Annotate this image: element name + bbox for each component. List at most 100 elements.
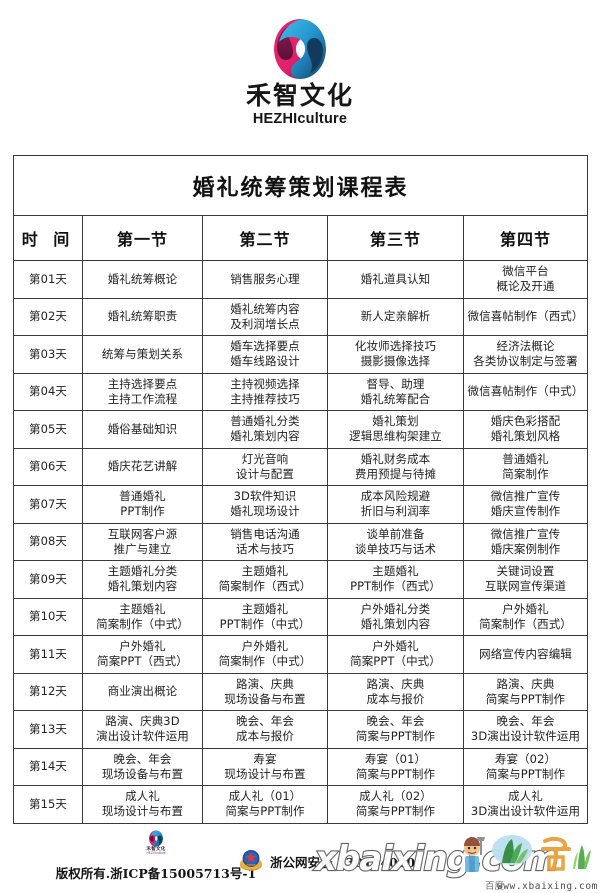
cell-line: 户外婚礼分类 [360,601,431,616]
cell-line: PPT制作（西式） [350,579,441,594]
cell-line: 主持推荐技巧 [230,391,300,406]
brand-name-en: HEZHIculture [252,110,348,127]
session-1-cell: 婚俗基础知识 [82,410,203,449]
session-2-cell: 主题婚礼 PPT制作（中式） [202,597,328,636]
session-3-cell: 户外婚礼分类 婚礼策划内容 [327,597,464,636]
copyright-notice[interactable]: 版权所有.浙ICP备15005713号-1 [55,865,257,881]
cell-line: 经济法概论 [496,339,555,354]
column-header-session-3: 第三节 [327,215,464,261]
hezhi-culture-logo-small-icon [148,830,164,847]
cell-line: 婚礼统筹内容 [230,301,300,316]
cell-line: 商业演出概论 [107,684,178,699]
cell-line: 微信推广宣传 [490,489,561,504]
cell-line: 婚礼策划风格 [490,429,561,444]
day-label: 第08天 [13,522,83,561]
cell-line: 简案PPT（西式） [97,654,188,669]
cell-line: 路演、庆典 [496,676,555,691]
cell-line: 话术与技巧 [236,541,294,556]
table-row: 第07天 普通婚礼 PPT制作 3D软件知识 婚礼现场设计 成本风险规避 折旧与利润率 微信推… [13,485,588,524]
column-header-time: 时 间 [13,215,83,261]
session-3-cell: 户外婚礼 简案PPT（中式） [327,635,464,674]
day-label: 第07天 [13,485,83,524]
cell-line: 寿宴 [253,751,277,766]
cell-line: 婚礼策划内容 [107,579,178,594]
session-1-cell: 统筹与策划关系 [82,335,203,374]
session-4-cell: 户外婚礼 简案制作（西式） [463,597,588,636]
cell-line: PPT制作 [120,504,165,519]
cell-line: 互联网客户源 [107,526,178,541]
cell-line: 婚礼策划 [372,414,419,429]
cell-line: 现场设备与布置 [224,691,306,706]
cell-line: 路演、庆典 [236,676,294,691]
day-label: 第11天 [13,635,83,674]
cell-line: 销售服务心理 [230,271,300,286]
hezhi-culture-logo-icon [274,19,326,79]
cell-line: 婚礼统筹职责 [107,309,178,324]
session-4-cell: 成人礼 3D演出设计软件运用 [463,785,588,824]
cell-line: PPT制作（中式） [219,616,311,631]
session-3-cell: 成人礼（02） 简案与PPT制作 [327,785,464,824]
cell-line: 婚礼财务成本 [360,451,431,466]
cell-line: 婚车线路设计 [230,354,300,369]
session-3-cell: 寿宴（01） 简案与PPT制作 [327,747,464,786]
session-1-cell: 婚礼统筹职责 [82,297,203,336]
cell-line: 摄影摄像选择 [360,354,431,369]
day-label: 第05天 [13,410,83,449]
footer-copyright-block: 禾智文化 HEZHIculture 版权所有.浙ICP备15005713号-1 [36,830,276,882]
cell-line: 简案制作（中式） [96,616,189,631]
day-label: 第09天 [13,560,83,599]
cell-line: 关键词设置 [496,564,555,579]
cell-line: 婚庆色彩搭配 [490,414,561,429]
cell-line: 婚礼道具认知 [360,271,431,286]
table-row: 第14天 晚会、年会 现场设备与布置 寿宴 现场设计与布置 寿宴（01） 简案与PPT制作寿… [13,747,588,786]
session-4-cell: 微信喜帖制作（中式） [463,372,588,411]
cell-line: 折旧与利润率 [360,504,431,519]
cell-line: 寿宴（01） [364,751,427,766]
session-4-cell: 关键词设置 互联网宣传渠道 [463,560,588,599]
cell-line: 普通婚礼 [502,451,549,466]
cell-line: 主题婚礼分类 [107,564,178,579]
cell-line: 晚会、年会 [366,714,425,729]
cell-line: 婚礼统筹概论 [107,271,178,286]
day-label: 第14天 [13,747,83,786]
session-2-cell: 寿宴 现场设计与布置 [202,747,328,786]
column-header-session-1: 第一节 [82,215,203,261]
cell-line: 简案制作（西式） [479,616,572,631]
cell-line: 主持工作流程 [107,391,178,406]
footer-logo-name-en: HEZHIculture [146,851,166,856]
schedule-table-container: 婚礼统筹策划课程表 时 间第一节 第二节 第三节 第四节 第01天 婚礼统筹概论 销售服务… [13,155,588,824]
cell-line: 网络宣传内容编辑 [479,646,572,661]
session-3-cell: 路演、庆典 成本与报价 [327,672,464,711]
table-row: 第15天 成人礼 现场设计与布置 成人礼（01） 简案与PPT制作 成人礼（02） 简案与P… [13,785,588,824]
table-header-row: 时 间第一节 第二节 第三节 第四节 [13,215,588,261]
session-2-cell: 销售服务心理 [202,260,328,299]
session-1-cell: 户外婚礼 简案PPT（西式） [82,635,203,674]
cell-line: 主题婚礼 [372,564,419,579]
session-3-cell: 婚礼策划 逻辑思维构架建立 [327,410,464,449]
cell-line: 化妆师选择技巧 [354,339,437,354]
session-2-cell: 晚会、年会 成本与报价 [202,710,328,749]
cell-line: 婚礼策划内容 [360,616,431,631]
cell-line: 晚会、年会 [496,714,555,729]
session-4-cell: 微信推广宣传 婚庆宣传制作 [463,485,588,524]
cell-line: 成本与报价 [366,691,425,706]
police-record-block[interactable]: 浙公网安备 330104020 [238,848,415,874]
session-4-cell: 微信平台 概论及开通 [463,260,588,299]
page-footer: 禾智文化 HEZHIculture 版权所有.浙ICP备15005713号-1 … [0,824,600,893]
day-label: 第12天 [13,672,83,711]
cell-line: 户外婚礼 [241,639,289,654]
cell-line: 谈单技巧与话术 [354,541,437,556]
session-3-cell: 主题婚礼 PPT制作（西式） [327,560,464,599]
session-3-cell: 化妆师选择技巧 摄影摄像选择 [327,335,464,374]
session-1-cell: 商业演出概论 [82,672,203,711]
cell-line: 婚礼统筹配合 [360,391,431,406]
table-row: 第03天 统筹与策划关系 婚车选择要点 婚车线路设计 化妆师选择技巧 摄影摄像选择 经济法概… [13,335,588,374]
cell-line: 简案制作（西式） [218,579,312,594]
cell-line: 主题婚礼 [241,601,289,616]
session-4-cell: 晚会、年会 3D演出设计软件运用 [463,710,588,749]
session-1-cell: 路演、庆典3D 演出设计软件运用 [82,710,203,749]
cell-line: 销售电话沟通 [230,526,300,541]
session-3-cell: 成本风险规避 折旧与利润率 [327,485,464,524]
session-1-cell: 互联网客户源 推广与建立 [82,522,203,561]
day-label: 第10天 [13,597,83,636]
